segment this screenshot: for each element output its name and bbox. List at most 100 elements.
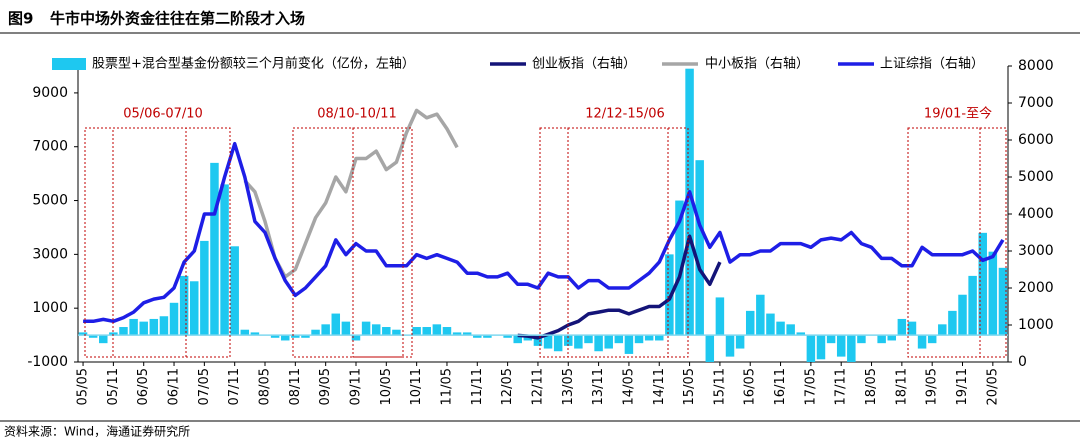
y-tick-label: 1000: [32, 300, 68, 316]
legend-label: 中小板指（右轴）: [705, 57, 809, 72]
bar: [240, 329, 250, 336]
bar: [412, 327, 421, 336]
bar: [503, 335, 512, 338]
period-box: [979, 127, 1007, 358]
bar: [685, 68, 694, 336]
bar: [88, 335, 98, 338]
bar: [190, 281, 199, 336]
x-tick-label: 19/11: [955, 368, 970, 405]
bar: [311, 329, 320, 336]
y-tick-label: -1000: [27, 354, 68, 370]
bar: [361, 321, 371, 336]
annotation: 12/12-15/06: [585, 107, 665, 122]
y-tick-label: 5000: [32, 193, 68, 209]
bar: [129, 318, 138, 336]
y-tick-label: 3000: [32, 246, 68, 262]
bar: [958, 294, 967, 336]
bar: [220, 184, 229, 336]
bar: [998, 267, 1008, 336]
y-tick-label: 7000: [32, 139, 68, 155]
x-tick-label: 17/11: [834, 368, 849, 405]
chart-title: 牛市中场外资金往往在第二阶段才入场: [50, 10, 305, 28]
bar: [604, 335, 613, 349]
y2-tick-label: 4000: [1018, 206, 1054, 222]
bar: [382, 327, 391, 336]
bar: [483, 335, 492, 338]
bar: [584, 335, 593, 344]
bar: [938, 324, 947, 336]
bar: [462, 332, 472, 336]
period-box: [292, 127, 413, 358]
bar: [796, 332, 806, 336]
x-tick-label: 14/11: [652, 368, 667, 405]
legend-label: 股票型+混合型基金份额较三个月前变化（亿份，左轴）: [92, 56, 415, 72]
legend-label: 上证综指（右轴）: [880, 57, 984, 72]
bar: [533, 335, 543, 346]
bar: [948, 310, 957, 336]
period-box: [112, 127, 187, 358]
x-tick-label: 05/11: [106, 368, 121, 405]
bar: [109, 332, 118, 336]
bar: [897, 318, 907, 336]
period-box: [567, 127, 669, 358]
x-tick-label: 12/11: [530, 368, 545, 405]
bar: [756, 294, 765, 336]
bar: [452, 332, 462, 336]
x-tick-label: 08/11: [288, 368, 303, 405]
bar: [210, 162, 219, 336]
x-tick-label: 07/11: [227, 368, 242, 405]
x-tick-label: 14/05: [621, 368, 636, 405]
bar: [776, 321, 785, 336]
x-tick-label: 20/05: [985, 368, 1000, 405]
x-tick-label: 18/05: [864, 368, 879, 405]
x-tick-label: 11/11: [470, 368, 485, 405]
bar: [705, 335, 715, 362]
bar: [301, 335, 310, 338]
bar: [816, 335, 826, 360]
bar: [766, 313, 775, 336]
x-tick-label: 13/05: [561, 368, 576, 405]
x-tick-label: 15/11: [712, 368, 727, 405]
bar: [250, 332, 260, 336]
bar: [624, 335, 634, 354]
line: [83, 141, 1005, 324]
bar: [78, 332, 88, 336]
x-tick-label: 06/05: [136, 368, 151, 405]
bar: [513, 335, 522, 344]
bar: [725, 335, 735, 357]
bar: [634, 335, 644, 344]
bar: [270, 335, 280, 338]
y2-tick-label: 2000: [1018, 280, 1054, 296]
annotation: 19/01-至今: [924, 106, 992, 122]
x-tick-label: 16/11: [773, 368, 788, 405]
bar: [907, 321, 917, 336]
bar: [655, 335, 664, 341]
annotation: 05/06-07/10: [123, 107, 203, 122]
x-tick-label: 15/05: [682, 368, 697, 405]
bar: [119, 327, 128, 336]
bar: [179, 275, 189, 336]
source: 资料来源：Wind，海通证券研究所: [4, 424, 190, 439]
bar: [857, 335, 866, 344]
bar: [665, 254, 674, 336]
bar: [574, 335, 583, 349]
bar: [432, 324, 442, 336]
bar: [351, 335, 361, 341]
y2-tick-label: 1000: [1018, 317, 1054, 333]
bar: [847, 335, 856, 362]
x-tick-label: 09/11: [348, 368, 363, 405]
y2-tick-label: 0: [1018, 354, 1027, 370]
bar: [836, 335, 846, 357]
x-tick-label: 13/11: [591, 368, 606, 405]
x-tick-label: 10/11: [409, 368, 424, 405]
x-tick-label: 19/05: [925, 368, 940, 405]
annotation: 08/10-10/11: [317, 107, 397, 122]
x-tick-label: 17/05: [803, 368, 818, 405]
y2-tick-label: 6000: [1018, 132, 1054, 148]
bar: [139, 321, 148, 336]
y-tick-label: 9000: [32, 85, 68, 101]
bar: [644, 335, 654, 341]
bar: [877, 335, 886, 344]
x-tick-label: 09/05: [318, 368, 333, 405]
